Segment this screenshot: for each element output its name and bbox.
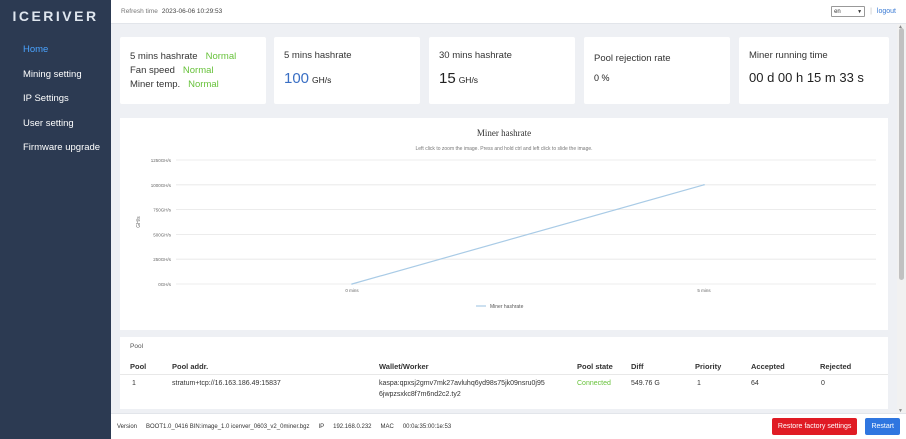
language-value: en	[834, 8, 841, 15]
sidebar: ICERIVER Home Mining setting IP Settings…	[0, 0, 111, 439]
col-header-pool: Pool	[130, 362, 147, 371]
separator: |	[870, 8, 872, 15]
y-tick-label: 250GH/s	[153, 257, 172, 262]
logout-link[interactable]: logout	[876, 8, 896, 15]
hashrate-30min-card: 30 mins hashrate 15 GH/s	[429, 37, 575, 104]
status-value: Normal	[205, 51, 237, 62]
pool-panel: Pool Pool Pool addr. Wallet/Worker Pool …	[120, 337, 888, 409]
card-value: 15 GH/s	[439, 70, 478, 87]
status-value: Normal	[182, 65, 214, 76]
hashrate-unit: GH/s	[458, 75, 479, 85]
series-point	[703, 184, 705, 186]
hashrate-5min-value: 100	[284, 70, 310, 87]
runtime-card: Miner running time 00 d 00 h 15 m 33 s	[739, 37, 889, 104]
top-bar: Refresh time 2023-06-06 10:29:53 en ▼ | lo…	[111, 0, 906, 24]
version-value: BOOT1.0_0416 BIN:image_1.0 icenver_0603_…	[146, 423, 310, 430]
col-header-diff: Diff	[631, 362, 644, 371]
card-value: 00 d 00 h 15 m 33 s	[749, 70, 864, 85]
header-divider	[120, 374, 888, 375]
status-label: 5 mins hashrate	[130, 51, 198, 62]
scrollbar-thumb[interactable]	[899, 28, 904, 280]
hashrate-chart[interactable]: Miner hashrate Left click to zoom the ima…	[120, 118, 888, 330]
card-title: 30 mins hashrate	[439, 50, 512, 61]
status-card: 5 mins hashrate Normal Fan speed Normal Mi…	[120, 37, 266, 104]
refresh-value: 2023-06-06 10:29:53	[161, 8, 223, 15]
y-tick-label: 500GH/s	[153, 232, 172, 237]
sidebar-item-ip-settings[interactable]: IP Settings	[23, 93, 69, 104]
pool-address: stratum+tcp://16.163.186.49:15837	[172, 380, 281, 387]
pool-accepted: 64	[751, 380, 759, 387]
legend-label: Miner hashrate	[490, 304, 524, 310]
logo: ICERIVER	[0, 0, 111, 32]
col-header-priority: Priority	[695, 362, 722, 371]
restore-factory-button[interactable]: Restore factory settings	[771, 418, 858, 435]
chart-title: Miner hashrate	[477, 128, 531, 138]
card-title: Miner running time	[749, 50, 828, 61]
chevron-down-icon: ▼	[857, 8, 863, 15]
hashrate-5min-card: 5 mins hashrate 100 GH/s	[274, 37, 420, 104]
col-header-wallet: Wallet/Worker	[379, 362, 429, 371]
y-tick-label: 750GH/s	[153, 208, 172, 213]
version-label: Version	[117, 423, 138, 430]
col-header-accepted: Accepted	[751, 362, 785, 371]
status-label: Fan speed	[130, 65, 175, 76]
card-title: Pool rejection rate	[594, 53, 671, 64]
refresh-time: Refresh time 2023-06-06 10:29:53	[121, 8, 222, 15]
x-tick-label: 5 mins	[697, 288, 711, 293]
status-label: Miner temp.	[130, 79, 181, 90]
language-select[interactable]: en ▼	[831, 6, 866, 17]
sidebar-item-firmware-upgrade[interactable]: Firmware upgrade	[23, 142, 101, 153]
scroll-down-icon[interactable]: ▼	[898, 408, 903, 414]
card-value: 100 GH/s	[284, 70, 331, 87]
sidebar-item-mining-setting[interactable]: Mining setting	[23, 68, 82, 80]
chart-svg: Miner hashrate Left click to zoom the ima…	[136, 128, 876, 310]
ip-value: 192.168.0.232	[333, 423, 372, 430]
status-row-hashrate: 5 mins hashrate Normal	[130, 51, 236, 62]
pool-label: Pool	[130, 343, 144, 350]
y-axis-label: GH/s	[136, 216, 142, 228]
ip-label: IP	[318, 423, 325, 430]
chart-subtitle: Left click to zoom the image. Press and …	[415, 146, 592, 152]
card-value: 0 %	[594, 73, 610, 83]
mac-value: 00:0a:35:00:1e:53	[402, 423, 452, 430]
col-header-addr: Pool addr.	[172, 362, 209, 371]
series-point	[351, 283, 353, 285]
page-scrollbar[interactable]: ▲ ▼	[897, 24, 906, 414]
col-header-state: Pool state	[577, 362, 613, 371]
y-tick-label: 1250GH/s	[151, 158, 172, 163]
pool-state: Connected	[577, 380, 611, 387]
device-info: Version BOOT1.0_0416 BIN:image_1.0 icenve…	[117, 424, 460, 430]
footer-bar: Version BOOT1.0_0416 BIN:image_1.0 icenve…	[111, 413, 906, 439]
pool-priority: 1	[697, 380, 701, 387]
sidebar-item-user-setting[interactable]: User setting	[23, 117, 74, 129]
hashrate-30min-value: 15	[439, 70, 456, 87]
hashrate-unit: GH/s	[312, 75, 332, 85]
pool-diff: 549.76 G	[631, 380, 660, 387]
status-value: Normal	[188, 79, 219, 90]
y-tick-label: 0GH/s	[158, 282, 172, 287]
col-header-rejected: Rejected	[820, 362, 852, 371]
x-tick-label: 0 mins	[345, 288, 359, 293]
logo-text: ICERIVER	[12, 8, 99, 24]
pool-wallet-line1: kaspa:qpxsj2gmv7mk27avluhq6yd98s75jk09ns…	[379, 380, 545, 387]
pool-number: 1	[132, 380, 136, 387]
mac-label: MAC	[380, 423, 394, 430]
status-row-temp: Miner temp. Normal	[130, 79, 219, 90]
scroll-up-icon[interactable]: ▲	[898, 24, 903, 30]
y-tick-label: 1000GH/s	[151, 183, 172, 188]
card-title: 5 mins hashrate	[284, 50, 352, 61]
status-row-fan: Fan speed Normal	[130, 65, 214, 76]
pool-rejection-card: Pool rejection rate 0 %	[584, 37, 730, 104]
pool-wallet-line2: 6jwpzsxkc8f7m6nd2c2.ty2	[379, 391, 461, 398]
refresh-label: Refresh time	[121, 8, 158, 15]
sidebar-item-home[interactable]: Home	[23, 44, 49, 55]
series-line	[351, 184, 705, 285]
sidebar-nav: Home Mining setting IP Settings User set…	[0, 38, 111, 161]
pool-rejected: 0	[821, 380, 825, 387]
restart-button[interactable]: Restart	[865, 418, 900, 435]
